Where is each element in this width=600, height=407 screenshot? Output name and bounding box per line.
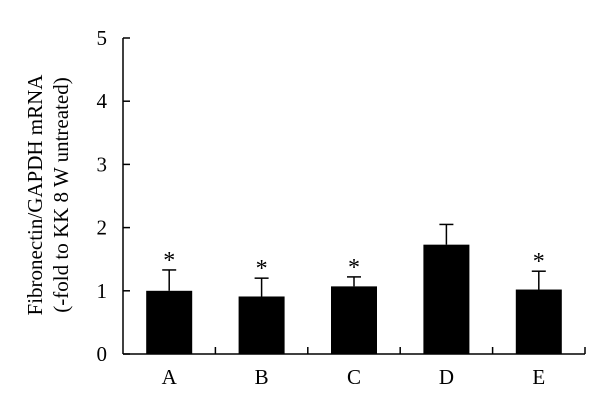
significance-marker-C: * — [348, 255, 360, 281]
significance-marker-B: * — [256, 256, 268, 282]
y-axis: 0 1 2 3 4 5 — [97, 26, 130, 366]
x-axis: A B C D E — [123, 347, 586, 389]
significance-marker-A: * — [163, 248, 175, 274]
y-tick-label: 4 — [97, 89, 108, 113]
bar-B — [238, 296, 285, 354]
y-tick-label: 5 — [97, 26, 108, 50]
y-axis-title-line-2: (-fold to KK 8 W untreated) — [49, 77, 73, 312]
x-tick-label-B: B — [255, 365, 269, 389]
bars: * * * * — [146, 223, 562, 354]
y-axis-title-line-1: Fibronectin/GAPDH mRNA — [23, 74, 47, 316]
bar-D — [423, 244, 470, 354]
bar-A — [146, 290, 193, 354]
bar-C — [331, 286, 377, 354]
significance-marker-E: * — [533, 249, 545, 275]
bar-E — [515, 289, 562, 354]
x-tick-label-C: C — [347, 365, 361, 389]
y-tick-label: 2 — [97, 216, 108, 240]
y-tick-label: 0 — [97, 342, 108, 366]
y-tick-label: 1 — [97, 279, 108, 303]
x-tick-label-D: D — [439, 365, 454, 389]
x-tick-label-E: E — [532, 365, 545, 389]
y-tick-label: 3 — [97, 152, 108, 176]
x-tick-label-A: A — [162, 365, 178, 389]
